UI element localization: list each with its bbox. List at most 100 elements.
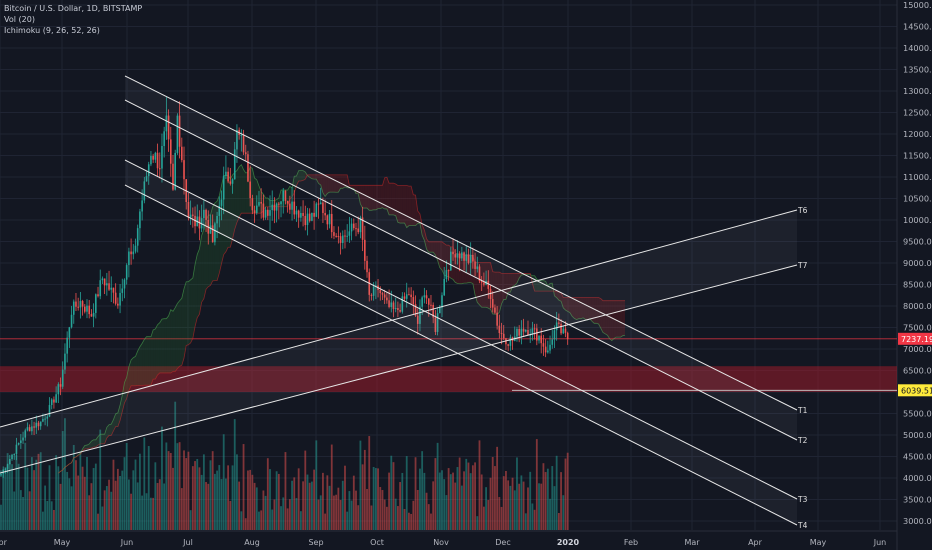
volume-indicator-label[interactable]: Vol (20) (4, 15, 35, 24)
candle-body (326, 215, 329, 225)
candle-body (315, 203, 318, 217)
volume-bar (61, 431, 64, 530)
candle-body (22, 437, 24, 441)
volume-bar (39, 452, 42, 530)
price-tick-label: 7500.00 (903, 323, 932, 333)
candle-body (293, 201, 296, 215)
time-tick-label: Jul (182, 538, 193, 547)
price-tick-label: 9000.00 (903, 258, 932, 268)
volume-bar (99, 429, 102, 530)
candle-body (341, 235, 344, 243)
candle-body (139, 211, 141, 229)
cloud-segment (109, 424, 112, 436)
candle-body (348, 231, 351, 236)
candle-body (132, 251, 135, 255)
volume-bar (471, 465, 474, 530)
cloud-segment (166, 315, 169, 373)
cloud-segment (254, 178, 257, 214)
candle-body (357, 228, 360, 233)
volume-bar (533, 509, 536, 530)
cloud-segment (408, 186, 412, 226)
candle-body (366, 260, 368, 273)
candle-body (405, 294, 408, 299)
cloud-segment (424, 229, 427, 250)
volume-bar (441, 470, 443, 530)
volume-bar (469, 473, 472, 530)
volume-bar (110, 491, 113, 530)
cloud-segment (587, 297, 590, 321)
cloud-segment (128, 360, 132, 391)
candle-body (419, 306, 421, 324)
volume-bar (405, 456, 408, 530)
cloud-segment (572, 297, 575, 319)
volume-bar (147, 446, 150, 530)
candle-body (86, 305, 88, 312)
volume-bar (520, 475, 523, 530)
candle-body (110, 287, 113, 290)
volume-bar (419, 468, 421, 530)
candle-body (555, 322, 558, 331)
candle-body (353, 223, 355, 229)
volume-bar (306, 474, 309, 530)
volume-bar (553, 486, 556, 530)
trendlines[interactable]: T1 T2 T3 T4 T6 T7 (0, 75, 808, 530)
time-tick-label: May (54, 538, 71, 547)
candle-body (90, 314, 93, 317)
candle-body (381, 293, 384, 295)
candle-body (189, 214, 192, 218)
volume-bar (236, 454, 238, 530)
volume-bar (145, 493, 148, 530)
cloud-segment (181, 288, 185, 366)
cloud-segment (192, 264, 196, 339)
volume-bar (348, 491, 351, 530)
volume-bar (319, 495, 322, 530)
volume-bar (288, 499, 291, 530)
price-axis[interactable]: 15000.00 14500.00 14000.00 13500.00 13000.00… (898, 0, 932, 526)
cloud-segment (499, 272, 502, 313)
price-tick-label: 12500.00 (903, 108, 932, 118)
volume-bar (518, 483, 521, 530)
candle-body (502, 333, 505, 339)
candle-body (275, 203, 278, 211)
volume-bar (66, 471, 69, 530)
ichimoku-indicator-label[interactable]: Ichimoku (9, 26, 52, 26) (4, 26, 100, 35)
candle-body (46, 416, 49, 419)
volume-bar (460, 485, 463, 530)
time-tick-label: Oct (370, 538, 384, 547)
candle-body (421, 297, 423, 307)
cloud-segment (124, 377, 127, 403)
cloud-segment (186, 281, 189, 346)
volume-bar (500, 506, 503, 530)
volume-bar (163, 483, 166, 530)
cloud-segment (126, 366, 129, 399)
trendline-label: T1 (797, 406, 808, 415)
volume-bar (258, 511, 260, 530)
price-tick-label: 14500.00 (903, 22, 932, 32)
candle-body (286, 200, 289, 204)
volume-bar (108, 479, 110, 530)
candle-body (397, 308, 399, 311)
candle-body (383, 294, 386, 298)
cloud-segment (168, 309, 171, 373)
volume-bar (299, 511, 302, 530)
cloud-segment (446, 245, 449, 277)
cloud-segment (155, 324, 158, 380)
volume-bar (322, 472, 324, 530)
volume-bar (143, 437, 146, 530)
cloud-segment (195, 254, 198, 327)
last-price-tag-bg (898, 332, 932, 345)
time-tick-label: Apr (748, 538, 763, 547)
volume-bar (385, 506, 388, 530)
time-axis[interactable]: Apr May Jun Jul Aug Sep Oct Nov Dec 2020 Feb Mar Apr… (0, 538, 886, 547)
volume-bar (255, 487, 258, 530)
candle-body (57, 384, 60, 395)
volume-bar (79, 452, 82, 530)
candles (0, 97, 569, 478)
symbol-title[interactable]: Bitcoin / U.S. Dollar, 1D, BITSTAMP (4, 4, 143, 13)
volume-bar (507, 480, 510, 530)
price-tick-label: 14000.00 (903, 43, 932, 53)
volume-bar (180, 488, 183, 530)
candle-body (372, 286, 375, 296)
volume-bar (394, 498, 397, 530)
